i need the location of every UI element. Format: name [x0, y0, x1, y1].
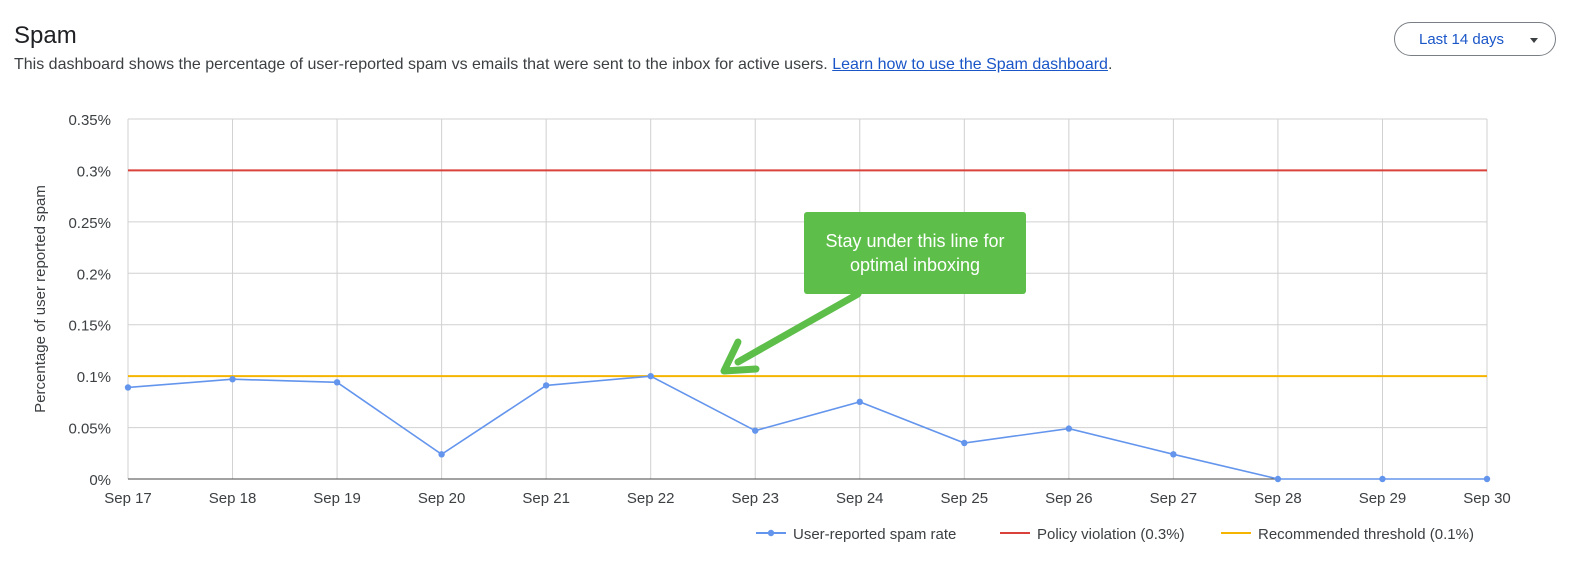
date-range-value: Last 14 days — [1419, 31, 1505, 48]
chart-legend: User-reported spam rate Policy violation … — [756, 526, 1474, 543]
data-point — [1170, 451, 1177, 458]
description-text: This dashboard shows the percentage of u… — [14, 56, 833, 73]
y-tick-label: 0.05% — [68, 421, 111, 438]
data-point — [647, 372, 654, 380]
x-tick-label: Sep 19 — [313, 490, 361, 507]
x-tick-label: Sep 18 — [209, 490, 257, 507]
x-tick-label: Sep 17 — [104, 490, 152, 507]
description-period: . — [1107, 56, 1113, 73]
data-point — [856, 398, 863, 406]
data-point — [1274, 475, 1282, 483]
y-tick-label: 0% — [89, 472, 111, 489]
x-tick-label: Sep 22 — [627, 490, 675, 507]
chart-annotation: Stay under this line for optimal inboxing — [720, 212, 1026, 375]
y-tick-label: 0.25% — [68, 215, 111, 232]
data-point — [542, 382, 550, 389]
chart-series — [124, 169, 1491, 483]
legend-marker — [767, 529, 775, 537]
annotation-box — [804, 212, 1026, 294]
data-point — [1379, 475, 1386, 483]
x-tick-label: Sep 27 — [1150, 490, 1198, 507]
annotation-text-line1: Stay under this line for — [825, 231, 1004, 251]
y-tick-label: 0.35% — [68, 112, 111, 129]
x-tick-label: Sep 26 — [1045, 490, 1093, 507]
x-tick-label: Sep 24 — [836, 490, 884, 507]
x-tick-label: Sep 20 — [418, 490, 466, 507]
y-axis-ticks: 0.35% 0.3% 0.25% 0.2% 0.15% 0.1% 0.05% 0% Percen… — [32, 112, 111, 489]
x-tick-label: Sep 21 — [522, 490, 570, 507]
x-tick-label: Sep 29 — [1359, 490, 1407, 507]
date-range-select[interactable]: Last 14 days — [1394, 22, 1556, 56]
data-point — [229, 376, 236, 383]
annotation-text-line2: optimal inboxing — [850, 255, 980, 275]
x-tick-label: Sep 25 — [941, 490, 989, 507]
data-point — [752, 427, 759, 434]
data-point — [124, 384, 132, 391]
page-description: This dashboard shows the percentage of u… — [14, 56, 1112, 74]
page-title: Spam — [14, 22, 77, 49]
x-axis-ticks: Sep 17 Sep 18 Sep 19 Sep 20 Sep 21 Sep 22 Sep … — [104, 490, 1511, 507]
annotation-arrow-shaft — [734, 290, 862, 366]
series-line — [127, 375, 1487, 480]
legend-label: Recommended threshold (0.1%) — [1258, 526, 1474, 543]
data-point — [1483, 475, 1491, 483]
annotation-arrowhead — [720, 338, 760, 375]
data-point — [333, 379, 341, 386]
y-tick-label: 0.1% — [77, 369, 111, 386]
x-tick-label: Sep 30 — [1463, 490, 1511, 507]
learn-more-link[interactable]: Learn how to use the Spam dashboard — [832, 56, 1108, 73]
y-tick-label: 0.2% — [77, 266, 111, 283]
y-tick-label: 0.3% — [77, 163, 111, 180]
chart-grid — [127, 118, 1488, 480]
legend-label: Policy violation (0.3%) — [1037, 526, 1185, 543]
x-tick-label: Sep 23 — [731, 490, 779, 507]
data-point — [1065, 425, 1073, 432]
y-axis-title: Percentage of user reported spam — [32, 185, 49, 413]
data-point — [438, 451, 445, 458]
x-tick-label: Sep 28 — [1254, 490, 1302, 507]
y-tick-label: 0.15% — [68, 318, 111, 335]
data-point — [961, 439, 968, 447]
caret-down-icon — [1530, 38, 1538, 43]
legend-label: User-reported spam rate — [793, 526, 956, 543]
